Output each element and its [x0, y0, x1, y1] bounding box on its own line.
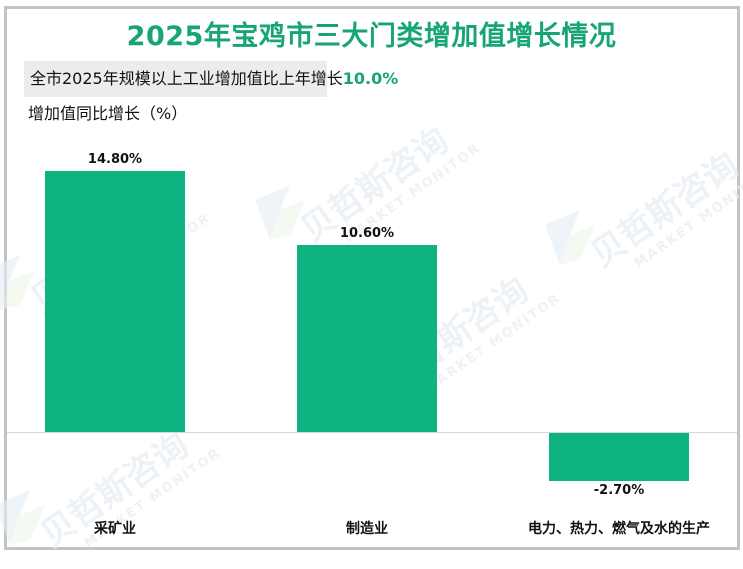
zero-baseline — [7, 432, 737, 433]
summary-text: 全市2025年规模以上工业增加值比上年增长 — [30, 69, 343, 88]
summary-box: 全市2025年规模以上工业增加值比上年增长10.0% — [24, 61, 398, 97]
category-label: 采矿业 — [94, 521, 136, 537]
category-label: 制造业 — [346, 521, 388, 537]
y-axis-label: 增加值同比增长（%） — [28, 104, 188, 123]
bar-1 — [45, 170, 185, 432]
chart-title: 2025年宝鸡市三大门类增加值增长情况 — [126, 21, 617, 52]
bar-2 — [297, 245, 437, 432]
bar-value-label: 10.60% — [339, 226, 395, 242]
bar-3 — [549, 433, 689, 481]
bar-value-label: 14.80% — [87, 151, 143, 167]
bar-value-label: -2.70% — [593, 482, 645, 498]
summary-value: 10.0% — [342, 69, 399, 88]
category-label: 电力、热力、燃气及水的生产 — [528, 521, 710, 537]
